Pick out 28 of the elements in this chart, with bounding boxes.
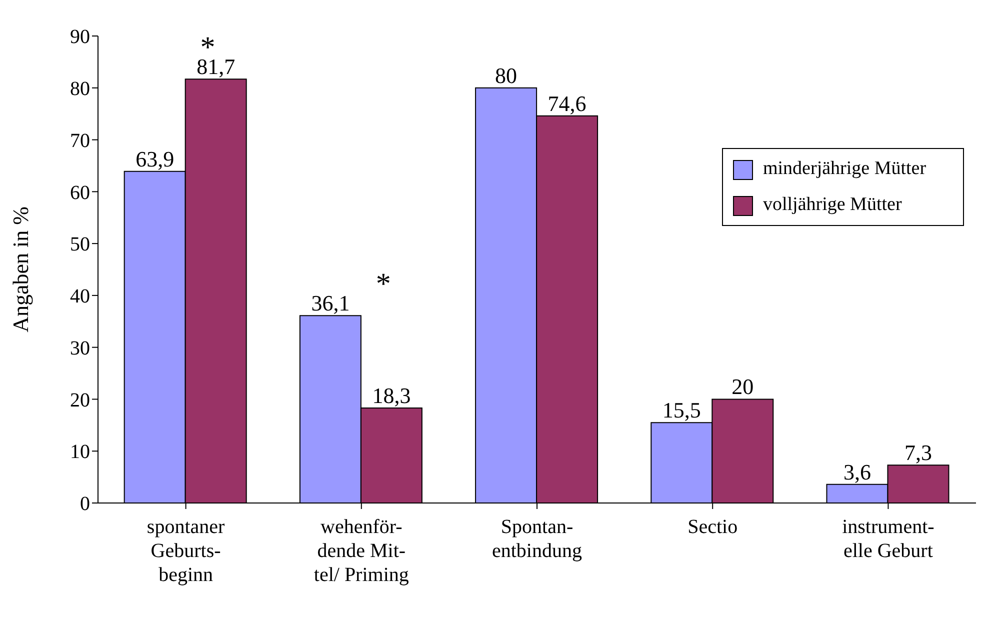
y-tick-label: 50	[70, 234, 90, 256]
y-tick-label: 70	[70, 130, 90, 152]
y-axis-title: Angaben in %	[8, 206, 33, 332]
data-label: 74,6	[548, 90, 586, 116]
data-label: 36,1	[311, 290, 350, 316]
x-tick-label: Spontan- entbindung	[492, 516, 582, 562]
y-tick-label: 40	[70, 286, 90, 308]
data-label: 18,3	[372, 383, 411, 408]
legend-label: minderjährige Mütter	[763, 157, 928, 181]
data-label: 3,6	[843, 459, 871, 484]
legend-label: volljährige Mütter	[763, 193, 903, 217]
data-label: 20	[732, 374, 754, 400]
data-label: 15,5	[662, 398, 701, 423]
data-label: 7,3	[904, 440, 932, 466]
y-tick-label: 60	[70, 182, 90, 204]
y-tick-label: 80	[70, 78, 90, 100]
y-tick-label: 0	[80, 493, 90, 516]
y-tick-label: 20	[70, 389, 90, 412]
y-tick-label: 90	[70, 26, 90, 48]
x-tick-label: wehenför- dende Mit- tel/ Priming	[314, 516, 409, 586]
x-tick-label: Sectio	[688, 516, 738, 538]
data-label: 80	[495, 62, 518, 88]
x-tick-label: instrument- elle Geburt	[842, 516, 934, 562]
y-tick-label: 30	[70, 337, 90, 360]
data-label: 63,9	[136, 146, 174, 172]
annotation: *	[376, 268, 391, 301]
y-tick-label: 10	[70, 441, 90, 464]
x-tick-label: spontaner Geburts- beginn	[146, 516, 226, 586]
